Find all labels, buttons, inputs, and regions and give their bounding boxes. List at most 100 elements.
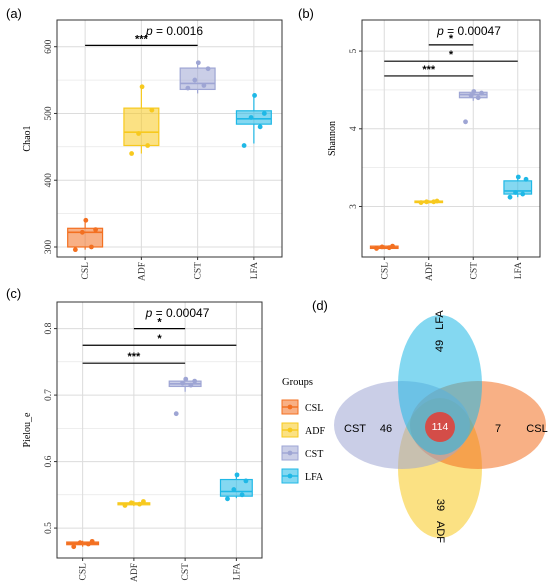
plot-border bbox=[361, 19, 541, 258]
data-point-cst bbox=[180, 380, 185, 386]
data-point-lfa bbox=[225, 496, 230, 502]
data-point-adf bbox=[141, 499, 146, 504]
data-point-lfa bbox=[257, 124, 263, 130]
x-tick-label: CST bbox=[194, 262, 204, 280]
legend-label: LFA bbox=[305, 472, 324, 483]
p-value-symbol: p bbox=[145, 24, 153, 38]
data-point-csl bbox=[77, 540, 83, 546]
data-point-csl bbox=[374, 246, 379, 251]
significance-label: * bbox=[157, 333, 162, 345]
p-value-symbol: p bbox=[436, 24, 444, 38]
venn-core bbox=[425, 412, 455, 442]
y-axis-label: Chao1 bbox=[22, 125, 33, 151]
data-point-cst bbox=[205, 66, 211, 72]
legend-title: Groups bbox=[282, 377, 313, 388]
plot-border bbox=[56, 301, 263, 559]
significance-label: * bbox=[449, 33, 454, 45]
significance-label: * bbox=[157, 317, 162, 329]
y-tick-label: 0.7 bbox=[44, 389, 54, 401]
data-point-adf bbox=[137, 501, 142, 507]
data-point-cst bbox=[201, 83, 207, 88]
x-tick-label: ADF bbox=[137, 262, 147, 281]
data-point-cst bbox=[188, 382, 194, 388]
box-cst bbox=[179, 67, 216, 91]
data-point-lfa bbox=[520, 191, 526, 197]
data-point-cst bbox=[471, 89, 477, 94]
legend-swatch-point bbox=[287, 450, 293, 456]
venn-label-csl: CSL bbox=[526, 423, 547, 435]
venn-count-lfa: 49 bbox=[434, 340, 446, 352]
venn-label-cst: CST bbox=[344, 423, 366, 435]
legend-item-cst: CST bbox=[281, 445, 323, 461]
legend-item-csl: CSL bbox=[281, 399, 323, 415]
data-point-cst bbox=[173, 411, 179, 417]
data-point-cst bbox=[185, 85, 191, 91]
x-tick-label: ADF bbox=[130, 563, 140, 582]
data-point-adf bbox=[128, 500, 134, 506]
data-point-cst bbox=[468, 92, 474, 98]
panel-letter-a: (a) bbox=[6, 6, 22, 21]
y-tick-label: 500 bbox=[44, 106, 54, 121]
data-point-csl bbox=[93, 227, 98, 233]
legend-swatch-point bbox=[287, 427, 293, 433]
y-axis-label: Pielou_e bbox=[22, 412, 33, 448]
data-point-lfa bbox=[243, 478, 249, 484]
venn-set-lfa bbox=[398, 315, 482, 455]
venn-label-lfa: LFA bbox=[434, 310, 446, 330]
data-point-csl bbox=[71, 544, 77, 550]
data-point-adf bbox=[136, 131, 141, 136]
data-point-cst bbox=[195, 60, 201, 66]
y-tick-label: 0.6 bbox=[44, 455, 54, 467]
venn-count-all: 114 bbox=[432, 421, 449, 433]
data-point-csl bbox=[79, 229, 85, 235]
p-value-number: = 0.00047 bbox=[444, 24, 501, 38]
data-point-csl bbox=[89, 244, 94, 250]
x-tick-label: CSL bbox=[81, 262, 91, 280]
data-point-adf bbox=[122, 503, 128, 508]
data-point-csl bbox=[72, 247, 78, 253]
x-tick-label: CST bbox=[181, 563, 191, 581]
p-value-label: p = 0.0016 bbox=[145, 24, 203, 38]
legend-label: CSL bbox=[305, 403, 323, 414]
legend-item-lfa: LFA bbox=[281, 468, 324, 484]
data-point-adf bbox=[139, 84, 145, 90]
data-point-lfa bbox=[248, 115, 254, 120]
y-tick-label: 4 bbox=[349, 126, 359, 131]
data-point-adf bbox=[149, 107, 155, 113]
box-adf bbox=[123, 107, 160, 147]
data-point-cst bbox=[183, 376, 189, 382]
p-value-label: p = 0.00047 bbox=[145, 306, 210, 320]
p-value-label: p = 0.00047 bbox=[436, 24, 501, 38]
panel-letter-d: (d) bbox=[312, 298, 328, 313]
x-tick-label: LFA bbox=[250, 262, 260, 279]
venn-label-adf: ADF bbox=[434, 521, 446, 543]
plot-background bbox=[362, 20, 540, 257]
y-tick-label: 5 bbox=[349, 48, 359, 53]
data-point-adf bbox=[129, 151, 135, 156]
venn-count-cst: 46 bbox=[380, 423, 392, 435]
plot-border bbox=[56, 19, 283, 258]
y-tick-label: 3 bbox=[349, 204, 359, 209]
data-point-cst bbox=[479, 90, 484, 96]
data-point-lfa bbox=[252, 93, 257, 98]
data-point-cst bbox=[192, 378, 198, 384]
x-tick-label: LFA bbox=[232, 563, 242, 580]
x-tick-label: LFA bbox=[514, 262, 524, 279]
x-tick-label: CSL bbox=[380, 262, 390, 280]
significance-label: *** bbox=[127, 351, 141, 363]
data-point-adf bbox=[418, 200, 424, 206]
data-point-adf bbox=[145, 143, 151, 148]
legend-label: ADF bbox=[305, 426, 325, 437]
data-point-cst bbox=[192, 77, 198, 83]
venn-diagram: CST 46 LFA 49 CSL 7 ADF 39 114 bbox=[334, 310, 548, 543]
data-point-lfa bbox=[523, 176, 529, 182]
legend-swatch-point bbox=[287, 473, 293, 479]
legend-swatch-point bbox=[287, 404, 293, 410]
data-point-csl bbox=[89, 538, 95, 544]
x-tick-label: ADF bbox=[425, 262, 435, 281]
p-value-number: = 0.00047 bbox=[152, 306, 209, 320]
significance-label: * bbox=[449, 49, 454, 61]
data-point-cst bbox=[463, 119, 468, 125]
